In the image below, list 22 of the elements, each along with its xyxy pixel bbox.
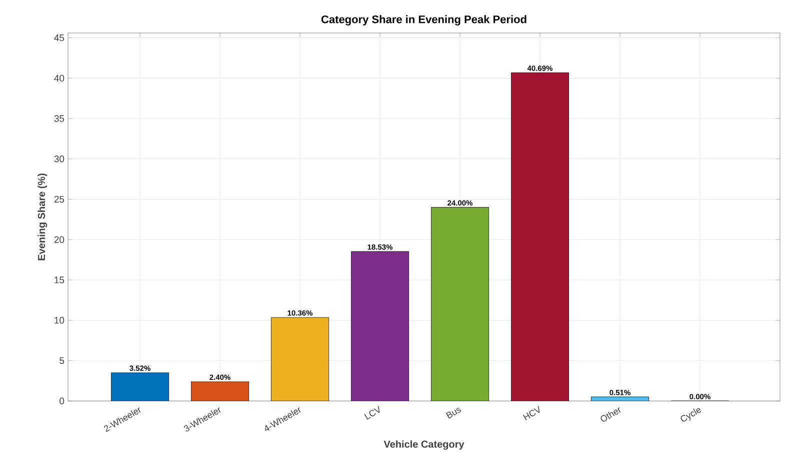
y-tick-label: 45 — [54, 34, 64, 42]
bar — [111, 372, 170, 401]
y-tick-label: 15 — [54, 276, 64, 284]
bar — [351, 251, 409, 401]
x-tick-label: HCV — [522, 406, 540, 420]
bar — [590, 396, 649, 401]
y-tick-label: 35 — [54, 115, 64, 122]
y-tick-label: 25 — [54, 196, 64, 203]
chart-title: Category Share in Evening Peak Period — [321, 15, 526, 26]
y-tick-label: 30 — [54, 156, 64, 162]
y-tick-label: 5 — [60, 357, 64, 364]
x-axis-title: Vehicle Category — [384, 440, 464, 450]
x-tick-label: LCV — [364, 406, 380, 420]
x-tick-label: Cycle — [680, 408, 702, 422]
y-tick-label: 0 — [60, 398, 64, 404]
y-axis-title: Evening Share (%) — [38, 174, 48, 260]
bar — [510, 72, 569, 401]
x-tick-label: Other — [600, 407, 621, 422]
y-tick-label: 20 — [54, 236, 64, 243]
y-tick-label: 10 — [54, 316, 64, 324]
x-tick-label: Bus — [446, 408, 462, 419]
y-tick-label: 40 — [54, 74, 64, 82]
